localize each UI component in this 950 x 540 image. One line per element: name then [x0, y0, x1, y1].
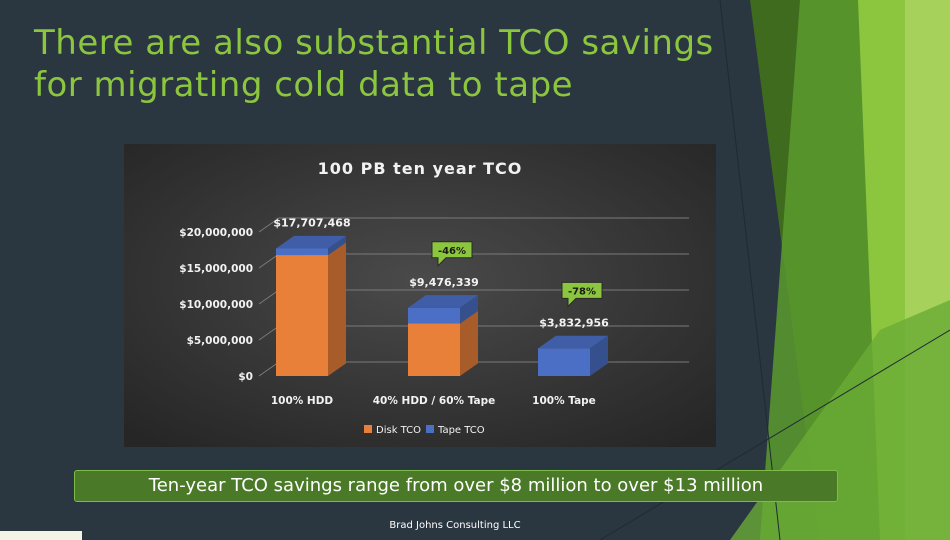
y-tick-label: $0	[238, 371, 253, 383]
deco-line-2	[599, 329, 950, 540]
data-label: $3,832,956	[539, 316, 609, 329]
bar-side	[328, 242, 346, 376]
bar-front	[276, 248, 328, 256]
y-tick-label: $5,000,000	[187, 335, 253, 347]
title-line-2: for migrating cold data to tape	[34, 65, 574, 105]
callout-box	[431, 241, 473, 267]
callout: -78%	[561, 281, 603, 308]
bar-top	[276, 235, 346, 249]
bar-side	[590, 335, 608, 376]
x-axis-labels: 100% HDD 40% HDD / 60% Tape 100% Tape	[271, 395, 596, 407]
data-label: $9,476,339	[409, 276, 479, 289]
bar-front	[276, 255, 328, 376]
bar-side	[328, 235, 346, 256]
corner-tab	[0, 531, 82, 540]
x-tick-label: 100% HDD	[271, 395, 334, 407]
title-line-1: There are also substantial TCO savings	[34, 23, 714, 63]
gridline	[258, 217, 689, 233]
bars	[276, 235, 608, 376]
x-tick-label: 100% Tape	[532, 395, 596, 407]
bar-side	[460, 295, 478, 324]
bar-side	[460, 310, 478, 376]
bar-top	[538, 335, 608, 349]
bar-front	[408, 323, 460, 376]
chart-title: 100 PB ten year TCO	[318, 159, 523, 178]
deco-line-1	[719, 0, 781, 540]
slide-title: There are also substantial TCO savings f…	[34, 22, 734, 106]
chart-background	[124, 144, 716, 447]
tco-chart: 100 PB ten year TCO $0 $5,000,000 $10,000,…	[124, 144, 716, 447]
savings-banner: Ten-year TCO savings range from over $8 …	[74, 470, 838, 502]
chart-container: 100 PB ten year TCO $0 $5,000,000 $10,000,…	[124, 144, 716, 447]
bar-front	[538, 348, 590, 376]
legend-label: Tape TCO	[437, 425, 485, 436]
footer-credit: Brad Johns Consulting LLC	[389, 520, 521, 531]
callout: -46%	[431, 241, 473, 267]
y-axis-labels: $0 $5,000,000 $10,000,000 $15,000,000 $20,00…	[179, 227, 253, 383]
callout-label: -46%	[438, 246, 466, 257]
y-tick-label: $20,000,000	[179, 227, 253, 239]
legend-swatch	[364, 425, 372, 433]
legend: Disk TCO Tape TCO	[364, 425, 485, 436]
data-label: $17,707,468	[273, 217, 350, 230]
legend-swatch	[426, 425, 434, 433]
callout-label: -78%	[568, 286, 596, 297]
x-tick-label: 40% HDD / 60% Tape	[373, 395, 495, 407]
y-tick-label: $15,000,000	[179, 263, 253, 275]
callout-box	[561, 281, 603, 308]
legend-label: Disk TCO	[376, 425, 421, 436]
bar-front	[408, 307, 460, 324]
data-labels: $17,707,468 $9,476,339 $3,832,956 -46% -78%	[273, 217, 609, 330]
bar-top	[408, 295, 478, 308]
y-tick-label: $10,000,000	[179, 299, 253, 311]
